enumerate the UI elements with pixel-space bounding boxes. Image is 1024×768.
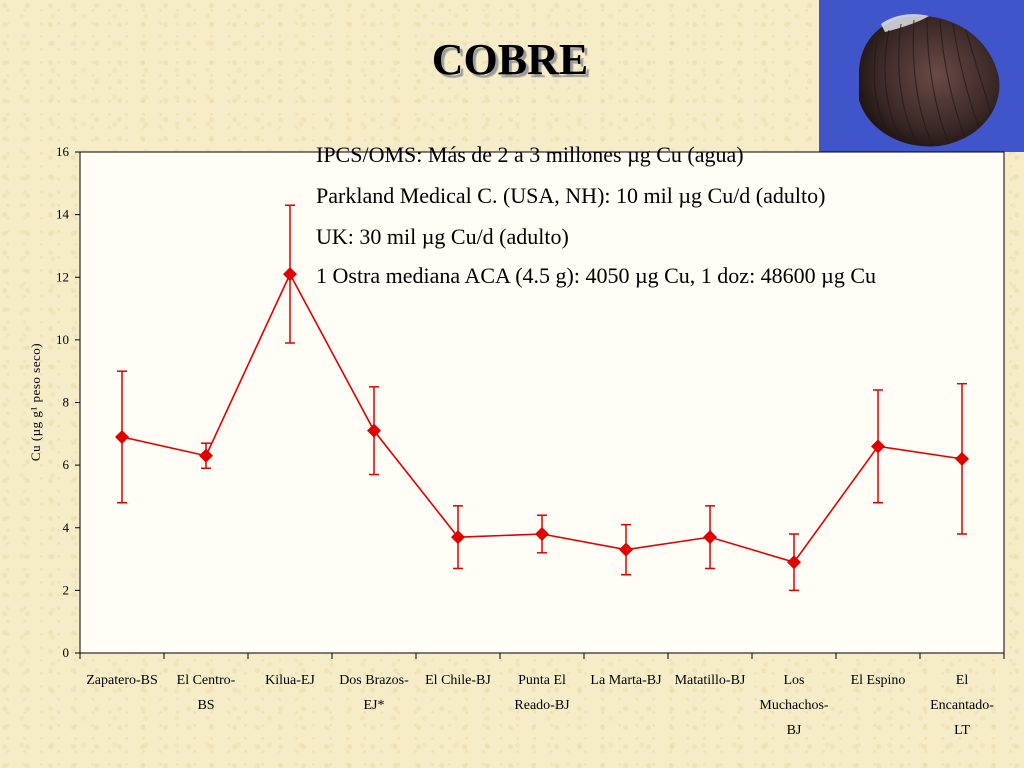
- y-axis: 0 2 4 6 8 10 12 14 16: [56, 144, 80, 660]
- error-bars: [117, 204, 967, 592]
- x-category-label-line: LT: [954, 723, 970, 738]
- x-category-label: La Marta-BJ: [590, 673, 662, 688]
- y-tick-label: 4: [63, 520, 70, 535]
- x-category-label: El Encantado- LT: [930, 673, 994, 738]
- y-tick-label: 8: [63, 395, 70, 410]
- x-category-label-line: Kilua-EJ: [265, 673, 315, 688]
- x-category-label: El Espino: [851, 673, 906, 688]
- plot-area: [79, 151, 1005, 654]
- reference-notes: IPCS/OMS: Más de 2 a 3 millones µg Cu (a…: [316, 142, 1016, 302]
- x-category-label: Zapatero-BS: [86, 673, 158, 688]
- x-category-label-line: Matatillo-BJ: [675, 673, 746, 688]
- data-point: [535, 527, 549, 542]
- x-category-label-line: Punta El: [518, 673, 566, 688]
- data-point: [199, 448, 213, 463]
- y-tick-label: 16: [56, 144, 70, 159]
- x-category-label-line: Zapatero-BS: [86, 673, 158, 688]
- y-tick-label: 0: [63, 645, 70, 660]
- x-axis: Zapatero-BS El Centro- BS Kilua-EJ Dos Brazo…: [79, 653, 1005, 738]
- data-point: [787, 555, 801, 570]
- x-category-label: El Centro- BS: [177, 673, 236, 713]
- shell-image: [859, 14, 1000, 147]
- x-category-label-line: Dos Brazos-: [339, 673, 409, 688]
- y-tick-label: 14: [56, 207, 70, 222]
- x-category-label-line: BJ: [787, 723, 802, 738]
- y-tick-label: 10: [56, 332, 69, 347]
- data-point: [283, 267, 297, 282]
- x-category-label-line: Reado-BJ: [514, 698, 570, 713]
- note-uk: UK: 30 mil µg Cu/d (adulto): [316, 224, 569, 249]
- note-ipcs-oms: IPCS/OMS: Más de 2 a 3 millones µg Cu (a…: [316, 142, 744, 167]
- data-point: [871, 439, 885, 454]
- data-point: [367, 423, 381, 438]
- x-category-label: Matatillo-BJ: [675, 673, 746, 688]
- y-tick-label: 2: [63, 582, 70, 597]
- slide-title: COBRE: [431, 35, 589, 84]
- x-category-label-line: El: [956, 673, 969, 688]
- data-point: [703, 530, 717, 545]
- x-category-label-line: El Centro-: [177, 673, 236, 688]
- data-point: [115, 429, 129, 444]
- x-category-label-line: El Chile-BJ: [425, 673, 491, 688]
- x-category-label-line: El Espino: [851, 673, 906, 688]
- note-oyster: 1 Ostra mediana ACA (4.5 g): 4050 µg Cu,…: [316, 263, 877, 288]
- x-category-label: Los Muchachos- BJ: [759, 673, 829, 738]
- x-category-label: Punta El Reado-BJ: [514, 673, 570, 713]
- x-category-label-line: Muchachos-: [759, 698, 829, 713]
- data-markers: [115, 267, 969, 570]
- shell-photo: [819, 0, 1024, 152]
- data-point: [955, 451, 969, 466]
- x-category-label: Kilua-EJ: [265, 673, 315, 688]
- x-category-label: El Chile-BJ: [425, 673, 491, 688]
- x-category-label-line: Los: [784, 673, 805, 688]
- x-category-label-line: BS: [197, 698, 214, 713]
- x-category-label-line: La Marta-BJ: [590, 673, 662, 688]
- x-category-label-line: Encantado-: [930, 698, 994, 713]
- y-tick-label: 6: [63, 457, 70, 472]
- y-axis-label: Cu (µg g¹ peso seco): [28, 343, 43, 461]
- y-tick-label: 12: [56, 269, 69, 284]
- data-point: [619, 542, 633, 557]
- note-parkland: Parkland Medical C. (USA, NH): 10 mil µg…: [316, 183, 826, 208]
- data-point: [451, 530, 465, 545]
- x-category-label: Dos Brazos- EJ*: [339, 673, 409, 713]
- x-category-label-line: EJ*: [364, 698, 385, 713]
